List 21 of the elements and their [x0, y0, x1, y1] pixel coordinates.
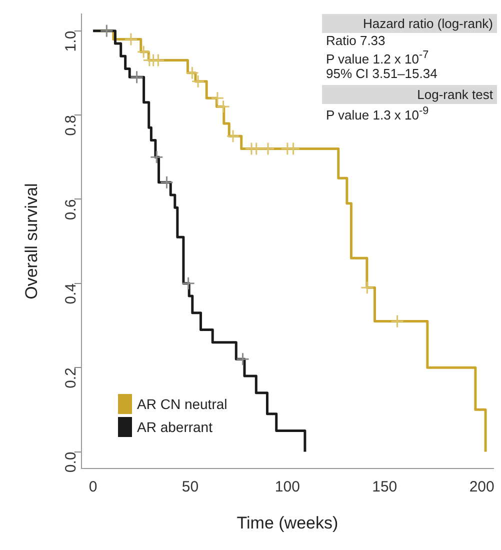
y-tick-label: 1.0 [62, 30, 80, 52]
y-axis-title: Overall survival [22, 183, 41, 300]
annotation: 95% CI 3.51–15.34 [325, 66, 438, 82]
annotation: Hazard ratio (log-rank) [362, 16, 493, 31]
annotation: Log-rank test [417, 87, 493, 102]
y-tick-label: 0.0 [62, 452, 80, 473]
x-tick-label: 200 [469, 478, 494, 496]
legend-label: AR aberrant [137, 418, 212, 434]
x-tick-label: 0 [88, 478, 98, 496]
y-tick-label: 0.2 [62, 368, 80, 388]
y-tick-label: 0.4 [62, 283, 80, 304]
x-tick-label: 100 [274, 478, 300, 496]
x-axis-title: Time (weeks) [236, 513, 338, 532]
x-tick-label: 150 [372, 478, 398, 496]
x-tick-label: 50 [182, 478, 199, 496]
annotation: P value 1.2 x 10$^{-7}$ [325, 48, 430, 66]
legend-label: AR CN neutral [137, 396, 228, 412]
annotation: Ratio 7.33 [325, 33, 386, 48]
y-tick-label: 0.8 [62, 115, 80, 136]
annotation: P value 1.3 x 10$^{-9}$ [325, 104, 430, 123]
y-tick-label: 0.6 [62, 199, 80, 220]
